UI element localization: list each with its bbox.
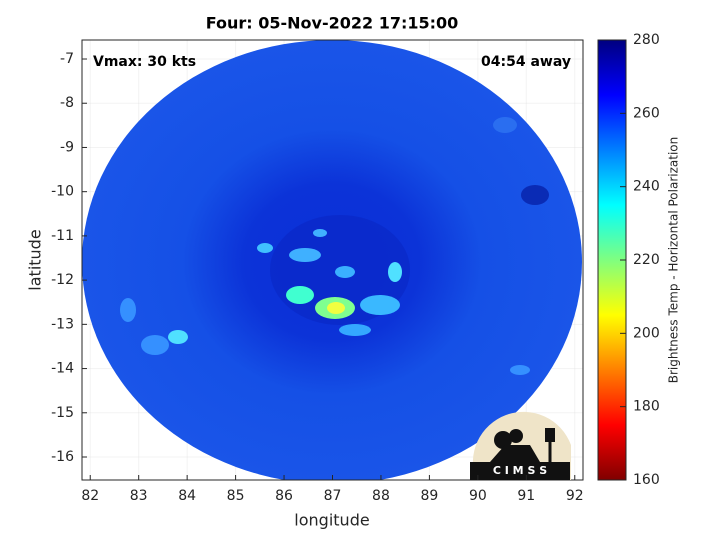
y-tick-label: -16 (51, 449, 74, 465)
y-tick-label: -14 (51, 361, 74, 377)
x-tick-label: 83 (130, 488, 148, 504)
x-tick-label: 89 (420, 488, 438, 504)
satellite-image (82, 40, 582, 480)
x-tick-label: 84 (178, 488, 196, 504)
y-tick-label: -7 (60, 51, 74, 67)
colorbar-tick-label: 180 (633, 399, 660, 415)
colorbar-label: Brightness Temp - Horizontal Polarizatio… (667, 137, 681, 384)
logo (470, 411, 571, 480)
x-tick-label: 92 (566, 488, 584, 504)
x-tick-label: 87 (324, 488, 342, 504)
colorbar-tick-label: 200 (633, 325, 660, 341)
x-axis-label: longitude (294, 511, 369, 530)
colorbar-tick-label: 260 (633, 105, 660, 121)
y-tick-label: -15 (51, 405, 74, 421)
colorbar-tick-label: 160 (633, 472, 660, 488)
colorbar-tick-label: 280 (633, 32, 660, 48)
y-axis-label: latitude (26, 229, 45, 290)
colorbar-tick-label: 220 (633, 252, 660, 268)
x-tick-label: 91 (517, 488, 535, 504)
annotation: 04:54 away (481, 54, 571, 70)
y-tick-label: -8 (60, 95, 74, 111)
x-tick-label: 86 (275, 488, 293, 504)
annotation: Vmax: 30 kts (93, 54, 196, 70)
x-tick-label: 82 (81, 488, 99, 504)
y-tick-label: -9 (60, 139, 74, 155)
y-tick-label: -12 (51, 272, 74, 288)
y-tick-label: -13 (51, 316, 74, 332)
x-tick-label: 90 (469, 488, 487, 504)
x-tick-label: 85 (227, 488, 245, 504)
x-tick-label: 88 (372, 488, 390, 504)
chart-title: Four: 05-Nov-2022 17:15:00 (206, 14, 459, 33)
logo-text: C I M S S (493, 464, 547, 477)
y-tick-label: -10 (51, 184, 74, 200)
y-tick-label: -11 (51, 228, 74, 244)
colorbar-tick-label: 240 (633, 179, 660, 195)
